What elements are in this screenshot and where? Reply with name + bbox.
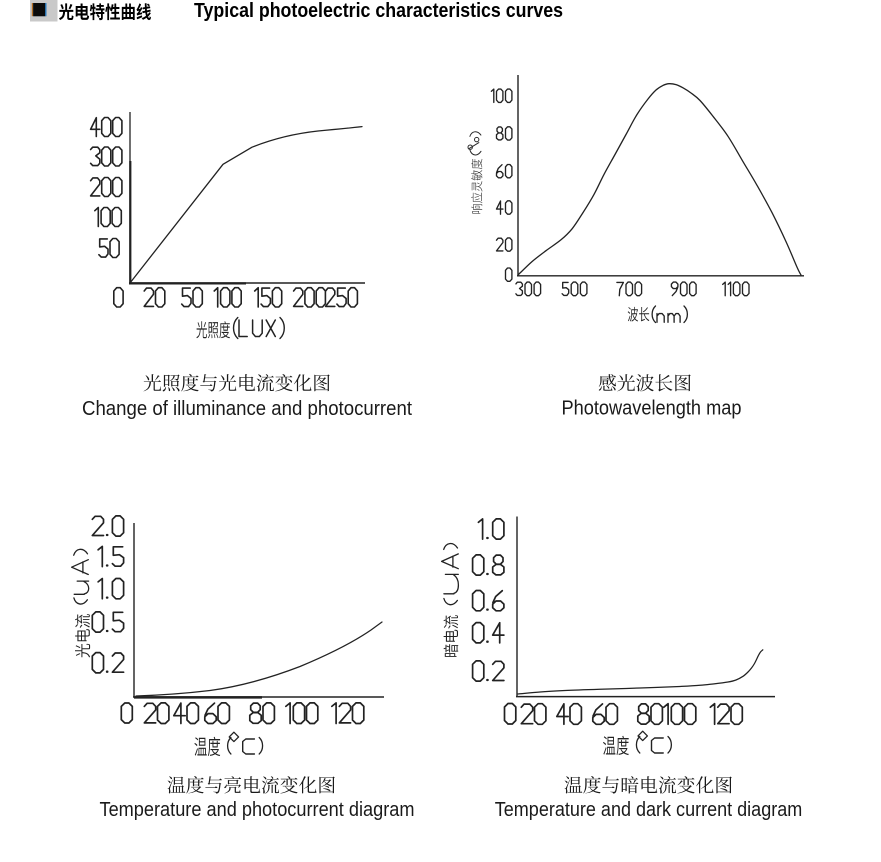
svg-text:Change of illuminance and phot: Change of illuminance and photocurrent [82, 398, 412, 420]
svg-text:Temperature and photocurrent d: Temperature and photocurrent diagram [100, 799, 415, 821]
svg-text:Typical photoelectric characte: Typical photoelectric characteristics cu… [194, 0, 563, 22]
svg-text:Photowavelength map: Photowavelength map [562, 398, 742, 420]
svg-text:Temperature and dark current d: Temperature and dark current diagram [495, 799, 803, 821]
